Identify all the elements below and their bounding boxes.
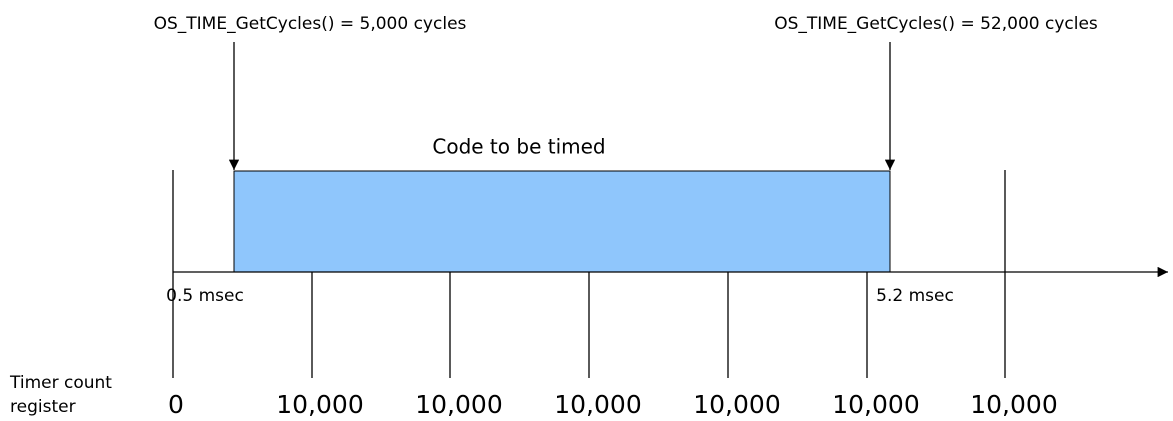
counter-label: 10,000 <box>832 390 919 419</box>
counter-label: 10,000 <box>970 390 1057 419</box>
end-annotation: OS_TIME_GetCycles() = 52,000 cycles <box>774 14 1098 34</box>
counter-label: 10,000 <box>554 390 641 419</box>
counter-label: 10,000 <box>276 390 363 419</box>
start-annotation: OS_TIME_GetCycles() = 5,000 cycles <box>154 14 467 34</box>
register-label: Timer count <box>9 373 112 393</box>
timed-block <box>233 170 891 273</box>
counter-label: 10,000 <box>415 390 502 419</box>
counter-label: 0 <box>168 390 184 419</box>
counter-labels: 0 10,000 10,000 10,000 10,000 10,000 10,000 <box>168 390 1058 419</box>
register-label: register <box>10 397 76 417</box>
time-label: 5.2 msec <box>876 286 954 306</box>
time-label: 0.5 msec <box>166 286 244 306</box>
counter-label: 10,000 <box>693 390 780 419</box>
block-label: Code to be timed <box>432 135 605 159</box>
